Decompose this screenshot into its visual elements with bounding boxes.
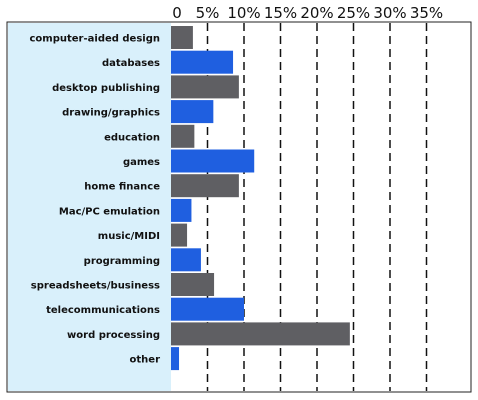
category-label: databases	[102, 58, 160, 69]
category-labels: computer-aided design databases desktop pu…	[30, 34, 161, 366]
bar	[171, 297, 244, 321]
bar	[171, 198, 192, 222]
bar	[171, 50, 234, 74]
bar	[171, 75, 239, 99]
bar	[171, 149, 255, 173]
category-label: drawing/graphics	[62, 108, 160, 119]
category-label: Mac/PC emulation	[59, 206, 160, 217]
bar	[171, 248, 201, 272]
category-label: games	[123, 157, 160, 168]
category-label: education	[104, 132, 160, 143]
category-label: spreadsheets/business	[31, 281, 160, 292]
x-tick-label: 5%	[196, 4, 220, 22]
category-label: home finance	[84, 182, 160, 193]
bar	[171, 322, 350, 346]
bars	[171, 26, 350, 371]
x-tick-label: 0	[172, 4, 182, 22]
category-label: music/MIDI	[98, 231, 160, 242]
x-tick-label: 25%	[337, 4, 370, 22]
bar	[171, 174, 239, 198]
bar	[171, 273, 215, 296]
x-tick-label: 15%	[264, 4, 297, 22]
x-tick-label: 10%	[227, 4, 260, 22]
x-tick-label: 20%	[300, 4, 333, 22]
category-label: word processing	[67, 330, 160, 341]
category-label: telecommunications	[46, 305, 160, 316]
category-label: computer-aided design	[30, 34, 161, 45]
category-label: programming	[84, 256, 160, 267]
x-tick-label: 35%	[410, 4, 443, 22]
bar	[171, 347, 180, 371]
bar	[171, 100, 214, 124]
bar	[171, 223, 188, 247]
category-label: other	[130, 355, 161, 366]
bar	[171, 26, 193, 49]
bar	[171, 124, 195, 148]
x-tick-label: 30%	[373, 4, 406, 22]
category-label-panel	[8, 23, 171, 391]
x-tick-labels: 0 5% 10% 15% 20% 25% 30% 35%	[172, 4, 443, 22]
category-label: desktop publishing	[52, 83, 160, 94]
